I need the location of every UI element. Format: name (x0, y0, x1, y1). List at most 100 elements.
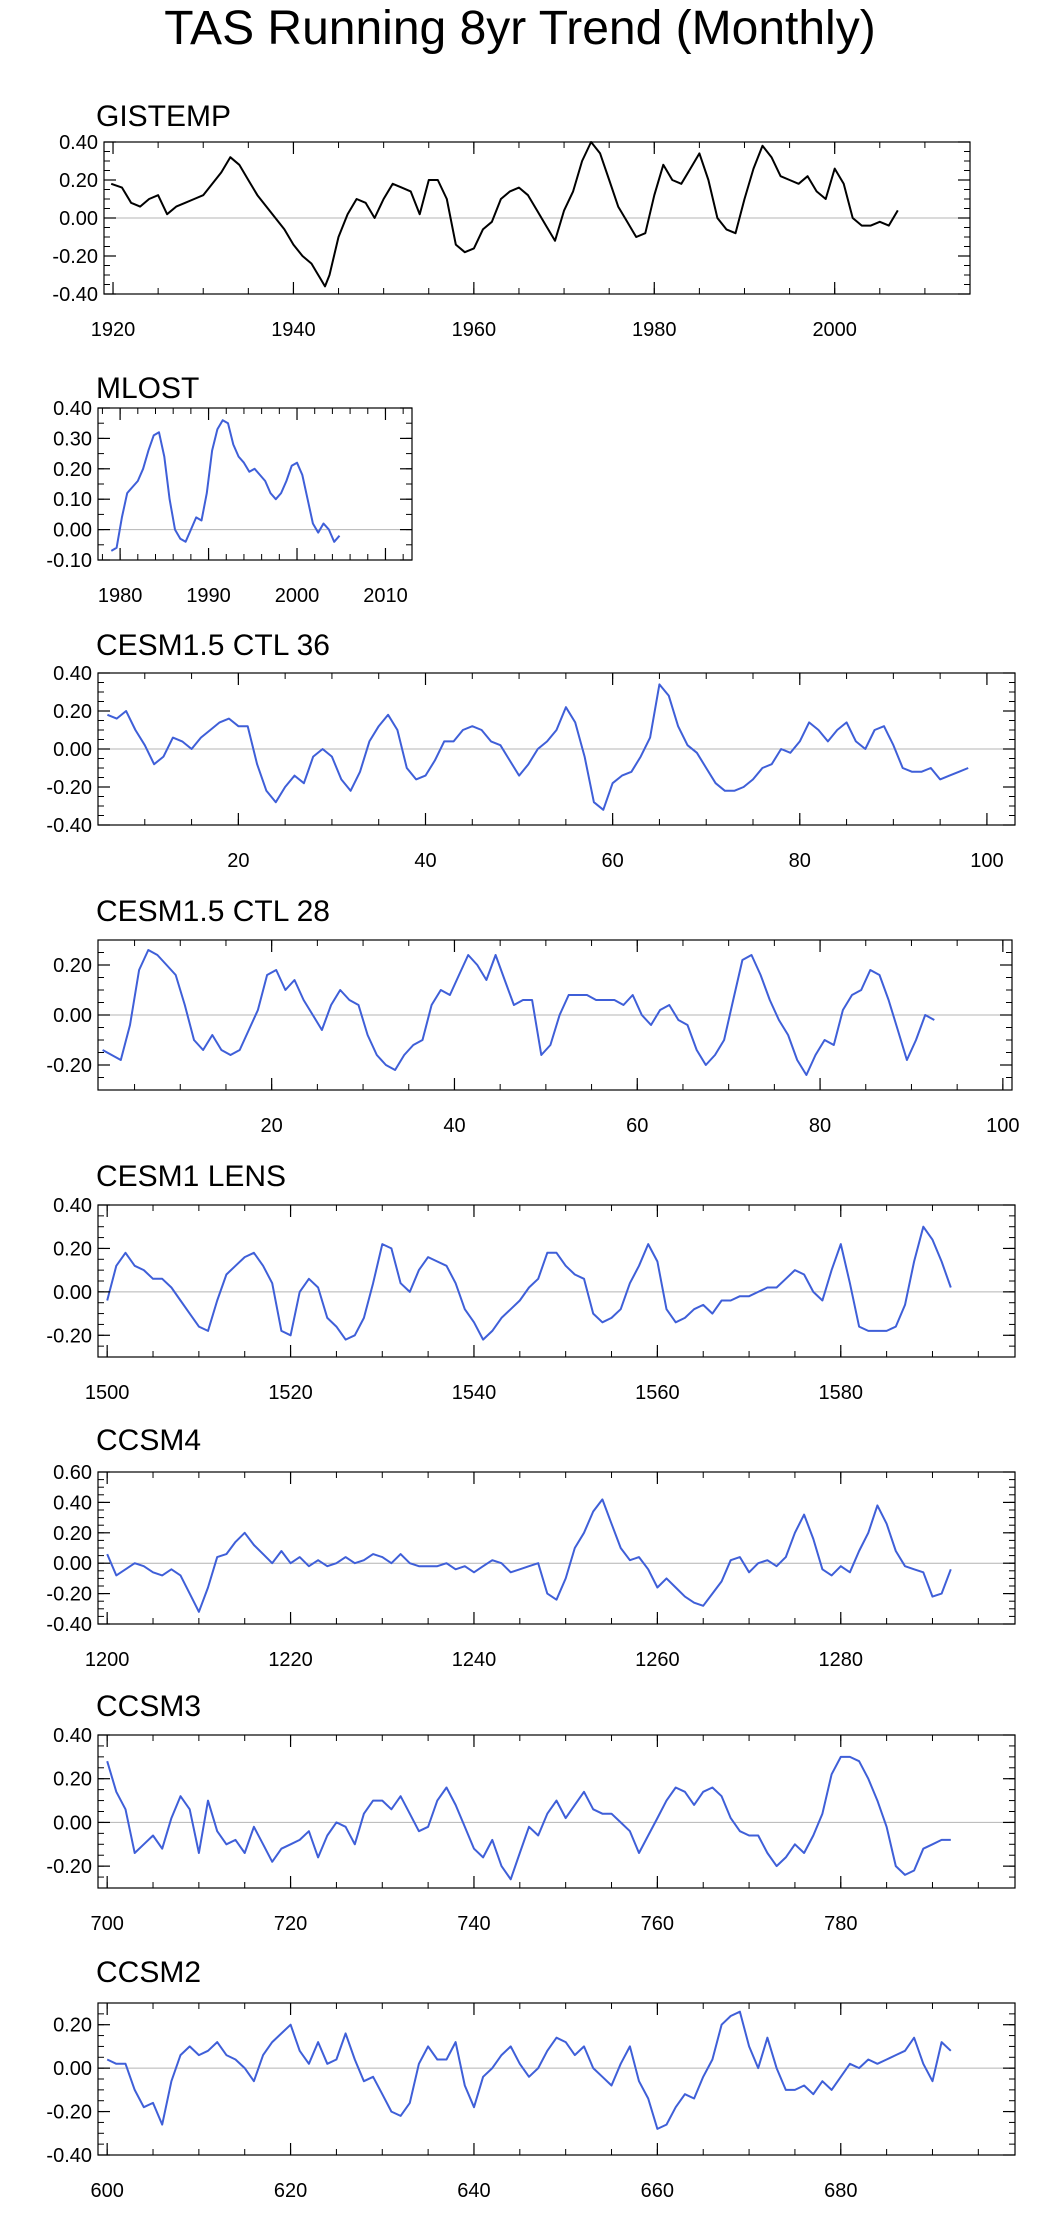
x-tick-label: 100 (970, 850, 1003, 872)
x-tick-label: 1220 (268, 1649, 313, 1671)
x-tick-label: 2000 (812, 319, 857, 341)
y-tick-label: -0.20 (52, 246, 98, 268)
y-tick-label: -0.20 (46, 1856, 92, 1878)
x-tick-label: 20 (261, 1115, 283, 1137)
x-tick-label: 660 (641, 2180, 674, 2202)
panel-title: CESM1 LENS (96, 1160, 286, 1193)
y-tick-label: 0.20 (53, 701, 92, 723)
series-line (110, 141, 899, 288)
y-tick-label: 0.00 (53, 1005, 92, 1027)
x-tick-label: 1520 (268, 1382, 313, 1404)
y-tick-label: 0.00 (53, 739, 92, 761)
x-tick-label: 1580 (819, 1382, 864, 1404)
chart-ccsm4: CCSM4 1200 1220 1240 1260 1280 -0.40 -0.20 0.00 0… (46, 1424, 1016, 1671)
y-tick-label: 0.20 (53, 955, 92, 977)
x-tick-label: 720 (274, 1913, 307, 1935)
series-line (106, 1755, 951, 1881)
y-tick-label: 0.20 (53, 1238, 92, 1260)
x-tick-label: 100 (986, 1115, 1019, 1137)
x-tick-label: 1960 (452, 319, 497, 341)
x-tick-label: 1240 (452, 1649, 497, 1671)
y-tick-label: 0.00 (53, 1282, 92, 1304)
x-tick-label: 1260 (635, 1649, 680, 1671)
y-tick-label: 0.00 (53, 2058, 92, 2080)
x-tick-label: 600 (90, 2180, 123, 2202)
page-title: TAS Running 8yr Trend (Monthly) (164, 2, 876, 55)
series-line (107, 683, 969, 811)
plot-frame (97, 2002, 1016, 2156)
y-tick-label: -0.40 (46, 1614, 92, 1636)
y-tick-label: -0.40 (46, 2145, 92, 2167)
y-tick-label: -0.20 (46, 2102, 92, 2124)
x-tick-label: 2000 (275, 585, 320, 607)
y-tick-label: 0.00 (53, 1553, 92, 1575)
y-tick-label: -0.20 (46, 777, 92, 799)
x-tick-label: 700 (90, 1913, 123, 1935)
x-tick-label: 80 (789, 850, 811, 872)
y-tick-label: 0.00 (59, 208, 98, 230)
y-tick-label: 0.20 (53, 2015, 92, 2037)
chart-mlost: MLOST 1980 1990 2000 2010 -0.10 0.00 0.10 0.20 0.… (46, 372, 413, 607)
x-tick-label: 780 (824, 1913, 857, 1935)
x-tick-label: 640 (457, 2180, 490, 2202)
x-tick-label: 60 (602, 850, 624, 872)
series-line (106, 1498, 952, 1613)
panel-title: MLOST (96, 372, 199, 405)
y-tick-label: 0.00 (53, 520, 92, 542)
y-tick-label: 0.40 (53, 663, 92, 685)
panel-title: CESM1.5 CTL 28 (96, 895, 330, 928)
x-tick-label: 20 (227, 850, 249, 872)
y-tick-label: -0.40 (52, 284, 98, 306)
x-tick-label: 1500 (85, 1382, 130, 1404)
x-tick-label: 2010 (363, 585, 408, 607)
series-line (106, 2010, 952, 2130)
y-tick-label: -0.20 (46, 1055, 92, 1077)
x-tick-label: 620 (274, 2180, 307, 2202)
x-tick-label: 40 (443, 1115, 465, 1137)
y-tick-label: 0.00 (53, 1812, 92, 1834)
series-line (102, 949, 935, 1076)
x-tick-label: 1990 (186, 585, 231, 607)
x-tick-label: 1540 (452, 1382, 497, 1404)
x-tick-label: 1560 (635, 1382, 680, 1404)
x-tick-label: 60 (626, 1115, 648, 1137)
x-tick-label: 1940 (271, 319, 316, 341)
panel-title: CCSM2 (96, 1956, 201, 1989)
chart-cesm1-lens: CESM1 LENS 1500 1520 1540 1560 1580 -0.20 0.00 0… (46, 1160, 1016, 1404)
y-tick-label: 0.40 (53, 1725, 92, 1747)
y-tick-label: 0.20 (53, 1769, 92, 1791)
chart-cesm15-ctl36: CESM1.5 CTL 36 20 40 60 80 100 -0.40 -0.20 0.00 0… (46, 629, 1016, 872)
y-tick-label: 0.60 (53, 1462, 92, 1484)
panel-title: CCSM4 (96, 1424, 201, 1457)
y-tick-label: 0.40 (53, 1195, 92, 1217)
x-tick-label: 1980 (98, 585, 143, 607)
x-tick-label: 1280 (819, 1649, 864, 1671)
panel-title: GISTEMP (96, 100, 231, 133)
y-tick-label: 0.40 (53, 398, 92, 420)
y-tick-label: 0.40 (59, 132, 98, 154)
x-tick-label: 1920 (91, 319, 136, 341)
y-tick-label: 0.20 (53, 459, 92, 481)
y-tick-label: 0.10 (53, 489, 92, 511)
y-tick-label: 0.20 (53, 1523, 92, 1545)
x-tick-label: 80 (809, 1115, 831, 1137)
x-tick-label: 740 (457, 1913, 490, 1935)
panel-title: CESM1.5 CTL 36 (96, 629, 330, 662)
series-line (106, 1225, 952, 1341)
x-tick-label: 1200 (85, 1649, 130, 1671)
x-tick-label: 760 (641, 1913, 674, 1935)
x-tick-label: 1980 (632, 319, 677, 341)
y-tick-label: -0.20 (46, 1584, 92, 1606)
y-tick-label: 0.20 (59, 170, 98, 192)
series-line (110, 419, 341, 552)
chart-cesm15-ctl28: CESM1.5 CTL 28 20 40 60 80 100 -0.20 0.00 0.20 (46, 895, 1019, 1137)
y-tick-label: -0.20 (46, 1325, 92, 1347)
chart-gistemp: GISTEMP 1920 1940 1960 1980 2000 -0.40 -0.20 0.0… (52, 100, 971, 341)
x-tick-label: 680 (824, 2180, 857, 2202)
y-tick-label: -0.40 (46, 815, 92, 837)
chart-ccsm3: CCSM3 700 720 740 760 780 -0.20 0.00 0.20 0.40 (46, 1690, 1016, 1935)
y-tick-label: 0.40 (53, 1492, 92, 1514)
y-tick-label: -0.10 (46, 550, 92, 572)
x-tick-label: 40 (414, 850, 436, 872)
